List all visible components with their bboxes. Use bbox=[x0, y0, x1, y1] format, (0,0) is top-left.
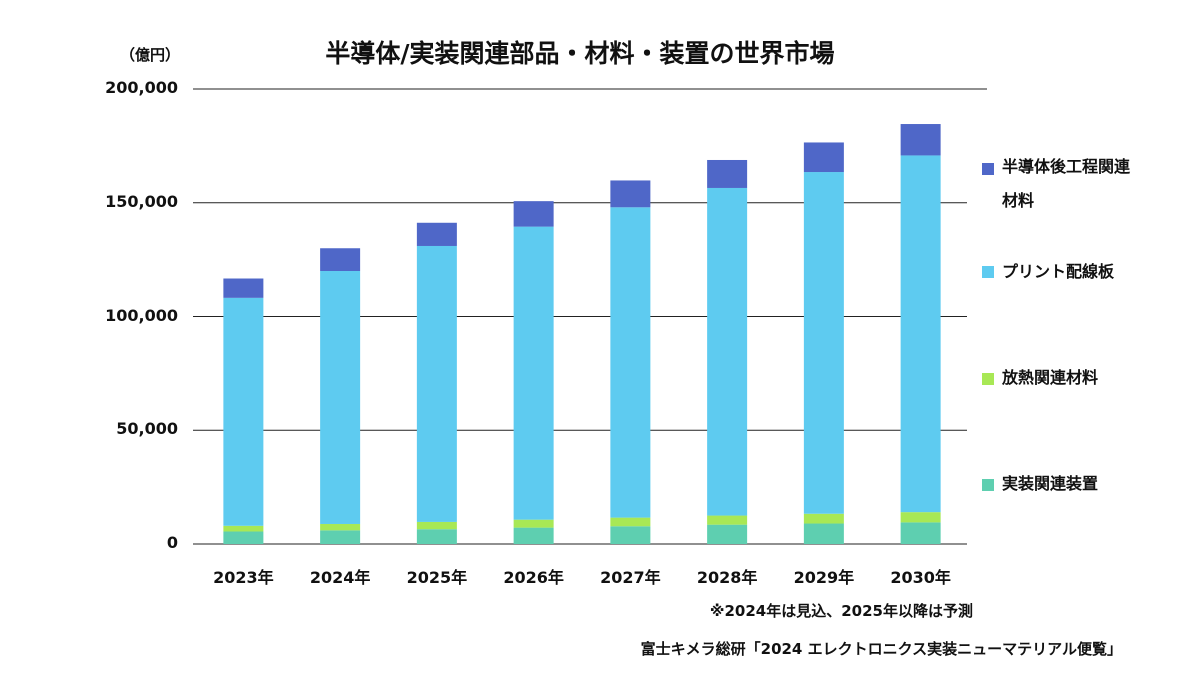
bar-2025年-series-3 bbox=[416, 222, 457, 246]
x-tick-label-7: 2030年 bbox=[890, 568, 951, 587]
x-tick-label-3: 2026年 bbox=[503, 568, 564, 587]
x-tick-label-5: 2028年 bbox=[696, 568, 758, 587]
bar-2030年-series-2 bbox=[900, 155, 941, 513]
bar-2028年-series-0 bbox=[707, 524, 748, 544]
bar-2030年-series-0 bbox=[900, 522, 941, 544]
y-tick-label-4: 200,000 bbox=[105, 78, 178, 97]
legend-label-backend-materials: 半導体後工程関連材料 bbox=[1002, 157, 1131, 210]
bar-2023年-series-3 bbox=[223, 278, 264, 298]
bar-2024年-series-1 bbox=[320, 523, 361, 531]
bar-2026年-series-2 bbox=[513, 226, 554, 520]
chart-title: 半導体/実装関連部品・材料・装置の世界市場 bbox=[325, 39, 835, 68]
legend-label-thermal: 放熱関連材料 bbox=[1002, 368, 1099, 387]
bar-2024年-series-2 bbox=[320, 271, 361, 524]
y-tick-label-2: 100,000 bbox=[105, 305, 178, 325]
bar-2029年-series-2 bbox=[803, 172, 844, 514]
bar-2023年-series-1 bbox=[223, 525, 264, 532]
bar-2024年-series-0 bbox=[320, 530, 361, 544]
x-tick-label-1: 2024年 bbox=[309, 568, 371, 587]
y-tick-label-3: 150,000 bbox=[105, 191, 178, 211]
bar-2024年-series-3 bbox=[320, 248, 361, 271]
bar-2027年-series-0 bbox=[610, 526, 651, 544]
x-tick-label-6: 2029年 bbox=[793, 568, 855, 587]
bar-2029年-series-1 bbox=[803, 513, 844, 524]
bar-2027年-series-1 bbox=[610, 517, 651, 527]
legend-swatch-backend-materials bbox=[982, 163, 994, 175]
bar-2023年-series-0 bbox=[223, 531, 264, 544]
y-unit-label: （億円） bbox=[120, 46, 181, 64]
bar-2023年-series-2 bbox=[223, 297, 264, 526]
legend-label-mounting-equipment: 実装関連装置 bbox=[1002, 474, 1099, 493]
bar-2025年-series-0 bbox=[416, 529, 457, 544]
bar-2026年-series-1 bbox=[513, 519, 554, 528]
bar-2026年-series-0 bbox=[513, 527, 554, 544]
bar-2028年-series-2 bbox=[707, 187, 748, 516]
y-tick-label-0: 0 bbox=[166, 533, 178, 552]
forecast-note: ※2024年は見込、2025年以降は予測 bbox=[709, 602, 973, 620]
bar-2030年-series-1 bbox=[900, 512, 941, 523]
bar-2029年-series-0 bbox=[803, 523, 844, 544]
legend-label-pcb: プリント配線板 bbox=[1002, 262, 1115, 281]
x-tick-label-2: 2025年 bbox=[406, 568, 468, 587]
x-tick-label-4: 2027年 bbox=[600, 568, 661, 587]
bar-2025年-series-2 bbox=[416, 245, 457, 522]
legend-swatch-mounting-equipment bbox=[982, 479, 994, 491]
legend-swatch-pcb bbox=[982, 266, 994, 278]
bar-2028年-series-3 bbox=[707, 159, 748, 188]
bar-2025年-series-1 bbox=[416, 521, 457, 530]
bar-2030年-series-3 bbox=[900, 124, 941, 156]
bar-2028年-series-1 bbox=[707, 515, 748, 525]
source-citation: 富士キメラ総研「2024 エレクトロニクス実装ニューマテリアル便覧」 bbox=[640, 640, 1122, 658]
bar-2027年-series-2 bbox=[610, 207, 651, 518]
legend-swatch-thermal bbox=[982, 373, 994, 385]
bar-2029年-series-3 bbox=[803, 142, 844, 173]
bar-2027年-series-3 bbox=[610, 180, 651, 208]
bar-2026年-series-3 bbox=[513, 201, 554, 227]
x-tick-label-0: 2023年 bbox=[213, 568, 274, 587]
y-tick-label-1: 50,000 bbox=[116, 419, 178, 439]
